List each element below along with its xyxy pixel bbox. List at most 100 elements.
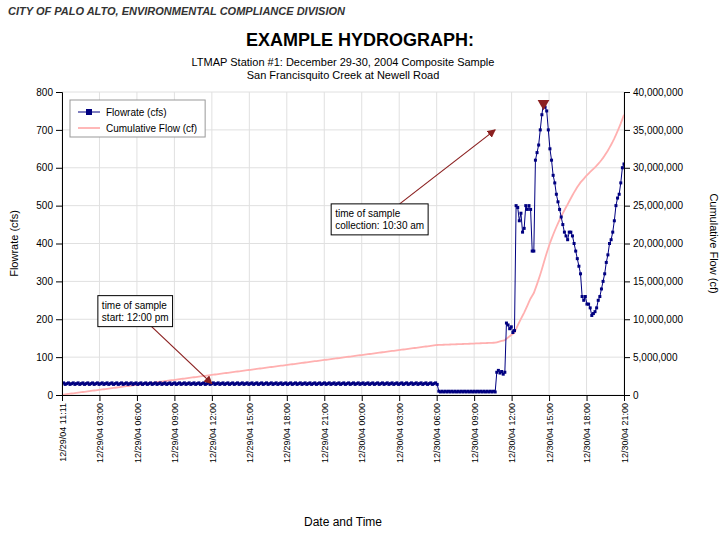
marker	[507, 323, 510, 326]
marker	[529, 208, 532, 211]
tick-mark	[624, 244, 630, 245]
tick-mark	[56, 357, 62, 358]
y2-axis-title: Cumulative Flow (cf)	[708, 193, 720, 293]
tick: 12/30/04 18:00	[582, 395, 592, 463]
marker	[610, 238, 613, 241]
annotation: time of samplecollection: 10:30 am	[331, 130, 495, 235]
legend-item: Cumulative Flow (cf)	[78, 123, 197, 134]
marker	[540, 113, 543, 116]
annotation-box	[98, 296, 173, 327]
legend-box	[70, 100, 205, 137]
annotation-text: time of samplecollection: 10:30 am	[335, 208, 424, 231]
tick-label: 12/30/04 21:00	[620, 403, 630, 463]
tick: 40,000,000	[624, 87, 683, 98]
tick: 400	[36, 238, 62, 249]
tick-label: 12/30/04 18:00	[582, 403, 592, 463]
series	[62, 102, 624, 394]
tick-label: 12/29/04 06:00	[133, 403, 143, 463]
marker	[618, 193, 621, 196]
tick-label: 12/29/04 03:00	[95, 403, 105, 463]
tick-mark	[137, 395, 138, 401]
x-axis: 12/29/04 11:11 12/29/04 03:00 12/29/04 06:…	[58, 395, 630, 463]
grid-line	[249, 92, 250, 395]
marker	[545, 109, 548, 112]
marker	[569, 231, 572, 234]
marker	[510, 325, 513, 328]
tick: 500	[36, 200, 62, 211]
tick-mark	[56, 130, 62, 131]
marker	[621, 166, 624, 169]
grid-line	[286, 92, 287, 395]
annotation-arrow	[152, 327, 212, 384]
tick: 0	[624, 390, 639, 401]
tick-label: 12/30/04 00:00	[357, 403, 367, 463]
tick: 12/29/04 03:00	[95, 395, 105, 463]
marker	[436, 383, 439, 386]
subtitle: San Francisquito Creek at Newell Road	[247, 69, 440, 81]
tick: 15,000,000	[624, 276, 683, 287]
marker	[616, 197, 619, 200]
title: EXAMPLE HYDROGRAPH:	[246, 30, 474, 50]
marker	[523, 227, 526, 230]
subtitle: LTMAP Station #1: December 29-30, 2004 C…	[192, 56, 495, 68]
tick-label: 0	[47, 390, 53, 401]
marker	[574, 250, 577, 253]
marker	[600, 287, 603, 290]
tick-label: 300	[36, 276, 53, 287]
axis-line	[56, 93, 63, 396]
tick-label: 12/30/04 09:00	[470, 403, 480, 463]
annotation: time of samplestart: 12:00 pm	[98, 296, 212, 384]
tick-mark	[624, 281, 630, 282]
tick-mark	[324, 395, 325, 401]
tick-label: 25,000,000	[633, 200, 683, 211]
grid-line	[324, 92, 325, 395]
tick: 12/29/04 12:00	[208, 395, 218, 463]
tick: 700	[36, 125, 62, 136]
marker	[605, 261, 608, 264]
marker	[597, 299, 600, 302]
tick-mark	[249, 395, 250, 401]
y-axis: 0100200300400500600700800	[36, 87, 62, 401]
banner: CITY OF PALO ALTO, ENVIRONMENTAL COMPLIA…	[8, 5, 346, 17]
tick-label: 12/29/04 11:11	[58, 403, 68, 462]
marker	[608, 242, 611, 245]
marker	[576, 257, 579, 260]
legend-label: Flowrate (cfs)	[106, 107, 167, 118]
grid-line	[62, 243, 624, 244]
x-axis-title: Date and Time	[304, 515, 382, 529]
tick-mark	[624, 206, 630, 207]
tick-mark	[56, 92, 62, 93]
tick-mark	[56, 281, 62, 282]
grid-line	[586, 92, 587, 395]
marker	[603, 272, 606, 275]
tick-mark	[624, 168, 630, 169]
marker	[584, 295, 587, 298]
grid-line	[62, 281, 624, 282]
tick: 800	[36, 87, 62, 98]
legend-label: Cumulative Flow (cf)	[106, 123, 197, 134]
tick-mark	[56, 319, 62, 320]
tick-label: 200	[36, 314, 53, 325]
tick-mark	[512, 395, 513, 401]
tick-label: 400	[36, 238, 53, 249]
tick-label: 12/30/04 06:00	[432, 403, 442, 463]
grid-line	[62, 167, 624, 168]
marker	[527, 204, 530, 207]
tick-label: 15,000,000	[633, 276, 683, 287]
tick-label: 800	[36, 87, 53, 98]
tick-label: 700	[36, 125, 53, 136]
tick-label: 0	[633, 390, 639, 401]
marker	[561, 223, 564, 226]
tick: 12/30/04 12:00	[507, 395, 517, 463]
tick-label: 100	[36, 352, 53, 363]
grid-line	[361, 92, 362, 395]
tick-mark	[56, 244, 62, 245]
marker	[587, 303, 590, 306]
marker	[573, 242, 576, 245]
tick-mark	[624, 92, 630, 93]
marker	[524, 204, 527, 207]
tick: 20,000,000	[624, 238, 683, 249]
series-line	[62, 103, 624, 392]
marker	[623, 162, 625, 165]
marker	[571, 234, 574, 237]
